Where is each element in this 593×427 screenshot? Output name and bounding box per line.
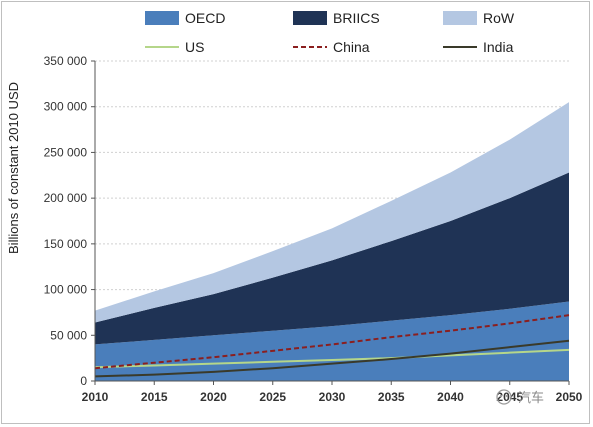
y-tick-label: 300 000 <box>44 100 88 114</box>
x-tick-label: 2030 <box>319 390 346 404</box>
legend-item-row: RoW <box>443 10 515 26</box>
y-tick-label: 150 000 <box>44 237 88 251</box>
y-tick-label: 50 000 <box>50 328 87 342</box>
y-axis-ticks: 0 50 000 100 000 150 000 200 000 250 000 300 0… <box>44 54 95 388</box>
y-axis-label: Billions of constant 2010 USD <box>6 82 21 254</box>
x-tick-label: 2040 <box>437 390 464 404</box>
x-tick-label: 2050 <box>556 390 583 404</box>
legend-item-china: China <box>293 39 370 55</box>
x-tick-label: 2020 <box>200 390 227 404</box>
legend-swatch-row <box>443 11 477 25</box>
watermark: 汽车 <box>496 389 544 405</box>
legend-label: OECD <box>185 10 225 26</box>
y-tick-label: 250 000 <box>44 145 88 159</box>
legend-item-briics: BRIICS <box>293 10 380 26</box>
legend-swatch-briics <box>293 11 327 25</box>
watermark-text: 汽车 <box>518 390 544 405</box>
legend-item-us: US <box>145 39 204 55</box>
legend-item-oecd: OECD <box>145 10 225 26</box>
x-tick-label: 2025 <box>259 390 286 404</box>
x-tick-label: 2015 <box>141 390 168 404</box>
legend-item-india: India <box>443 39 514 55</box>
stacked-areas <box>95 102 569 381</box>
y-tick-label: 200 000 <box>44 191 88 205</box>
x-tick-label: 2035 <box>378 390 405 404</box>
legend-label: BRIICS <box>333 10 380 26</box>
legend-label: China <box>333 39 370 55</box>
legend-label: India <box>483 39 514 55</box>
line-india <box>94 339 570 378</box>
legend: OECD BRIICS RoW US China India <box>145 10 515 55</box>
x-tick-label: 2045 <box>496 390 523 404</box>
x-axis-ticks: 2010 2015 2020 2025 2030 2035 2040 2045 2050 <box>82 381 583 404</box>
area-oecd <box>95 301 569 381</box>
y-tick-label: 350 000 <box>44 54 88 68</box>
legend-label: US <box>185 39 204 55</box>
y-tick-label: 0 <box>80 374 87 388</box>
area-row <box>95 102 569 323</box>
area-briics <box>95 172 569 345</box>
x-tick-label: 2010 <box>82 390 109 404</box>
legend-label: RoW <box>483 10 515 26</box>
legend-swatch-oecd <box>145 11 179 25</box>
line-us <box>94 348 570 369</box>
lines <box>94 314 570 378</box>
y-tick-label: 100 000 <box>44 283 88 297</box>
